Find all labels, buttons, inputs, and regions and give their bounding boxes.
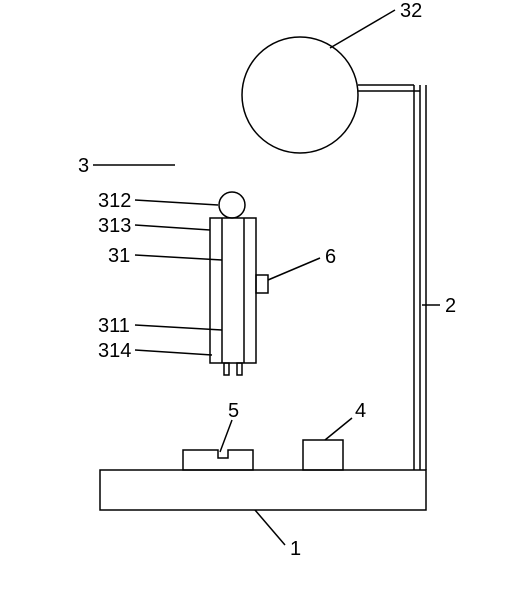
shape-peg-left	[224, 363, 229, 375]
leader-6	[268, 258, 320, 280]
label-4: 4	[355, 400, 366, 423]
shape-large-circle	[242, 37, 358, 153]
leader-31	[135, 255, 222, 260]
shape-block-right	[303, 440, 343, 470]
label-313: 313	[98, 215, 131, 238]
leader-1	[255, 510, 285, 545]
label-312: 312	[98, 190, 131, 213]
shape-small-circle	[219, 192, 245, 218]
leader-5	[220, 420, 232, 452]
diagram-canvas	[0, 0, 510, 589]
leader-313	[135, 225, 210, 230]
leader-314	[135, 350, 212, 355]
shape-column-body	[210, 218, 256, 363]
leader-4	[325, 418, 352, 440]
leader-32	[330, 10, 395, 48]
label-2: 2	[445, 295, 456, 318]
label-31: 31	[108, 245, 130, 268]
leader-312	[135, 200, 218, 205]
label-1: 1	[290, 538, 301, 561]
label-32: 32	[400, 0, 422, 23]
shape-base	[100, 470, 426, 510]
label-3: 3	[78, 155, 89, 178]
shape-knob	[256, 275, 268, 293]
shape-peg-right	[237, 363, 242, 375]
shape-block-left	[183, 450, 253, 470]
label-6: 6	[325, 246, 336, 269]
label-311: 311	[98, 315, 130, 338]
label-5: 5	[228, 400, 239, 423]
leader-311	[135, 325, 222, 330]
label-314: 314	[98, 340, 131, 363]
